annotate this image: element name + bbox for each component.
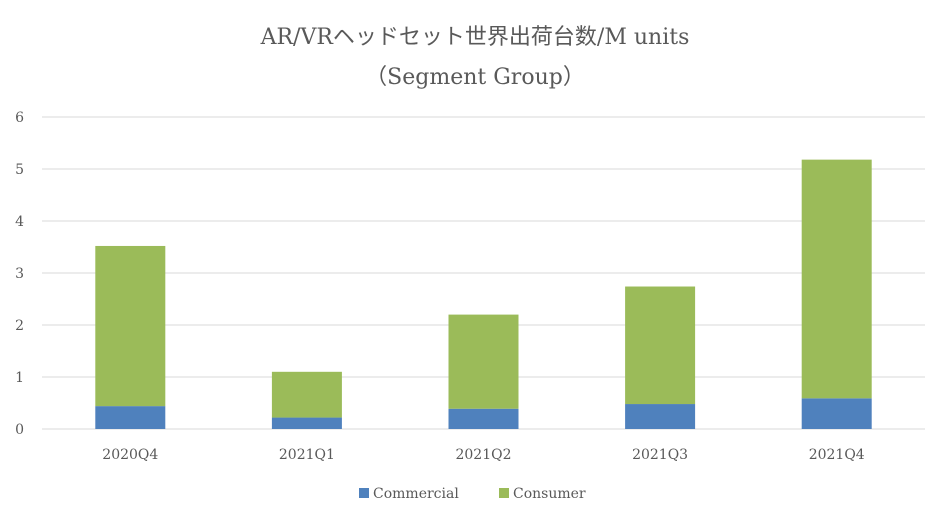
bar-commercial-2021q1 bbox=[271, 417, 342, 429]
chart-title: AR/VRヘッドセット世界出荷台数/M units bbox=[260, 25, 690, 50]
bar-consumer-2021q3 bbox=[625, 286, 696, 405]
legend-label-consumer: Consumer bbox=[513, 486, 586, 502]
x-tick-label: 2020Q4 bbox=[102, 447, 158, 463]
y-axis-ticks: 0 1 2 3 4 5 6 bbox=[15, 110, 24, 438]
x-tick-label: 2021Q4 bbox=[809, 447, 865, 463]
bar-commercial-2021q4 bbox=[801, 398, 872, 429]
x-axis-ticks: 2020Q4 2021Q1 2021Q2 2021Q3 2021Q4 bbox=[102, 447, 865, 463]
y-tick-label: 6 bbox=[15, 110, 24, 126]
y-tick-label: 4 bbox=[15, 214, 24, 230]
bar-consumer-2021q4 bbox=[801, 159, 872, 399]
bar-consumer-2021q2 bbox=[448, 314, 519, 409]
chart-subtitle: （Segment Group） bbox=[365, 65, 585, 90]
x-tick-label: 2021Q2 bbox=[455, 447, 511, 463]
bar-consumer-2021q1 bbox=[271, 371, 342, 418]
bar-consumer-2020q4 bbox=[95, 245, 166, 407]
legend-label-commercial: Commercial bbox=[373, 486, 459, 502]
bar-commercial-2020q4 bbox=[95, 406, 166, 429]
x-tick-label: 2021Q3 bbox=[632, 447, 688, 463]
bars bbox=[95, 159, 872, 429]
y-tick-label: 2 bbox=[15, 318, 24, 334]
bar-commercial-2021q2 bbox=[448, 408, 519, 429]
y-tick-label: 0 bbox=[15, 422, 24, 438]
bar-commercial-2021q3 bbox=[625, 404, 696, 429]
y-tick-label: 1 bbox=[15, 370, 24, 386]
legend: Commercial Consumer bbox=[359, 486, 586, 502]
x-tick-label: 2021Q1 bbox=[279, 447, 335, 463]
legend-swatch-commercial bbox=[359, 488, 369, 498]
y-tick-label: 5 bbox=[15, 162, 24, 178]
y-tick-label: 3 bbox=[15, 266, 24, 282]
legend-swatch-consumer bbox=[499, 488, 509, 498]
